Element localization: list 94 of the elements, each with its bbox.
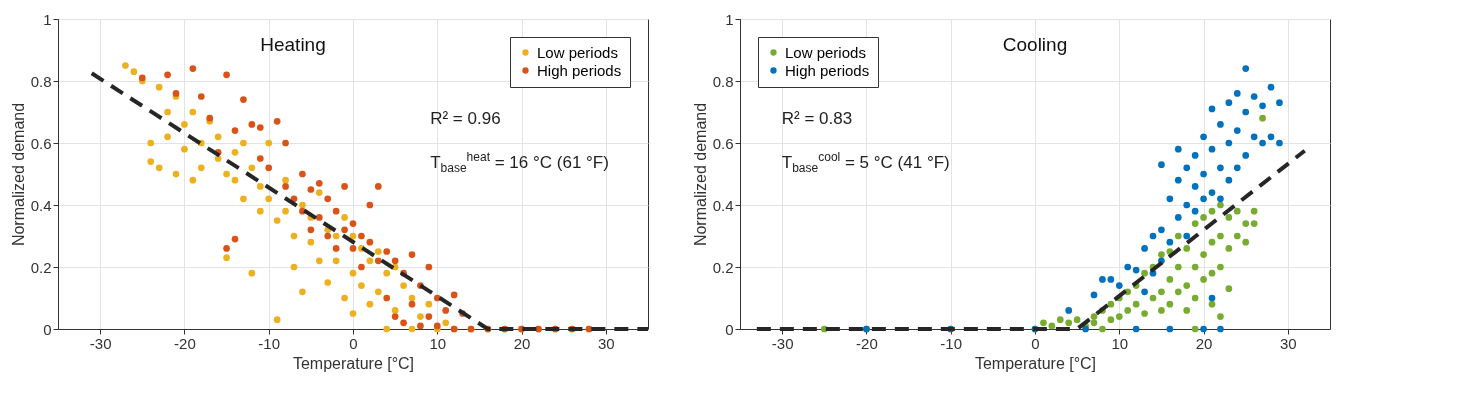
x-tick-label: 10 xyxy=(1111,334,1129,352)
point xyxy=(1250,93,1258,100)
y-tick-label: 0.6 xyxy=(712,134,734,152)
point xyxy=(1217,195,1224,203)
y-tick-label: 0.8 xyxy=(712,72,734,90)
x-tick-label: -20 xyxy=(856,334,878,352)
point xyxy=(1132,266,1140,274)
point xyxy=(1233,127,1241,134)
point xyxy=(1166,238,1174,246)
point xyxy=(1276,139,1283,147)
x-tick-label: 10 xyxy=(429,334,447,352)
x-axis-title: Temperature [°C] xyxy=(292,354,415,372)
point xyxy=(1233,164,1241,172)
legend-label: High periods xyxy=(785,61,870,79)
point xyxy=(1174,214,1182,221)
point xyxy=(1242,65,1250,72)
point xyxy=(1200,195,1207,203)
point xyxy=(1259,139,1266,147)
y-tick-label: 1 xyxy=(43,10,52,28)
y-axis-title: Normalized demand xyxy=(691,102,709,247)
point xyxy=(1225,139,1233,147)
y-tick-label: 0.6 xyxy=(30,134,52,152)
point xyxy=(1124,263,1132,271)
point xyxy=(1208,189,1216,196)
annotation: R² = 0.96 xyxy=(430,109,501,130)
text: Cooling xyxy=(1002,34,1068,55)
y-tick-label: 1 xyxy=(725,10,734,28)
point xyxy=(1242,108,1250,116)
y-tick-label: 0.2 xyxy=(712,258,734,276)
point xyxy=(1183,232,1191,240)
x-axis-title: Temperature [°C] xyxy=(974,354,1097,372)
point xyxy=(1208,294,1216,302)
point xyxy=(1208,105,1216,113)
annotation: T$_{base}$$^{cool}$ = 5 °C (41 °F) xyxy=(781,149,950,175)
point xyxy=(1200,325,1207,333)
point xyxy=(1174,176,1182,184)
point xyxy=(1099,276,1106,283)
y-axis-title: Normalized demand xyxy=(9,102,27,247)
point xyxy=(1141,245,1148,252)
point xyxy=(1233,90,1241,97)
point xyxy=(1276,99,1283,107)
x-tick-label: -30 xyxy=(771,334,794,352)
point xyxy=(1267,133,1275,141)
y-tick-label: 0 xyxy=(43,320,52,338)
point xyxy=(1132,325,1140,333)
point xyxy=(1217,121,1224,128)
y-tick-label: 0.4 xyxy=(712,196,734,214)
point xyxy=(1191,183,1199,190)
point xyxy=(1158,161,1165,169)
point xyxy=(1183,164,1191,172)
point xyxy=(1267,83,1275,91)
y-tick-label: 0.8 xyxy=(30,72,52,90)
point xyxy=(1107,276,1115,283)
x-tick-label: 30 xyxy=(598,334,615,352)
point xyxy=(1158,226,1165,234)
x-tick-label: -10 xyxy=(940,334,963,352)
point xyxy=(1115,282,1123,289)
point xyxy=(1090,291,1098,299)
x-tick-label: 20 xyxy=(513,334,531,352)
point xyxy=(1200,170,1207,178)
point xyxy=(1217,164,1224,172)
point xyxy=(1183,201,1191,209)
x-tick-label: -20 xyxy=(174,334,196,352)
point xyxy=(1191,152,1199,159)
point xyxy=(1208,145,1216,153)
y-tick-label: 0 xyxy=(725,320,734,338)
x-tick-label: 0 xyxy=(349,334,358,352)
legend-label: Low periods xyxy=(537,43,618,61)
x-tick-label: 30 xyxy=(1280,334,1297,352)
point xyxy=(1174,145,1182,153)
x-tick-label: 0 xyxy=(1031,334,1040,352)
point xyxy=(1141,288,1148,296)
point xyxy=(1225,176,1233,184)
y-tick-label: 0.2 xyxy=(30,258,52,276)
legend-label: High periods xyxy=(537,61,622,79)
point xyxy=(1259,102,1266,110)
point xyxy=(1191,207,1199,215)
x-tick-label: -10 xyxy=(258,334,281,352)
point xyxy=(1225,99,1233,107)
point xyxy=(1250,133,1258,141)
point xyxy=(1200,133,1207,141)
text: Heating xyxy=(260,34,326,55)
point xyxy=(1242,152,1250,159)
point xyxy=(1149,232,1157,240)
point xyxy=(1166,325,1174,333)
y-tick-label: 0.4 xyxy=(30,196,52,214)
point xyxy=(1166,195,1174,203)
point xyxy=(1217,325,1224,333)
annotation: T$_{base}$$^{heat}$ = 16 °C (61 °F) xyxy=(430,149,609,175)
x-tick-label: -30 xyxy=(89,334,112,352)
point xyxy=(1065,307,1073,314)
x-tick-label: 20 xyxy=(1195,334,1213,352)
annotation: R² = 0.83 xyxy=(781,109,853,130)
legend-label: Low periods xyxy=(785,43,866,61)
